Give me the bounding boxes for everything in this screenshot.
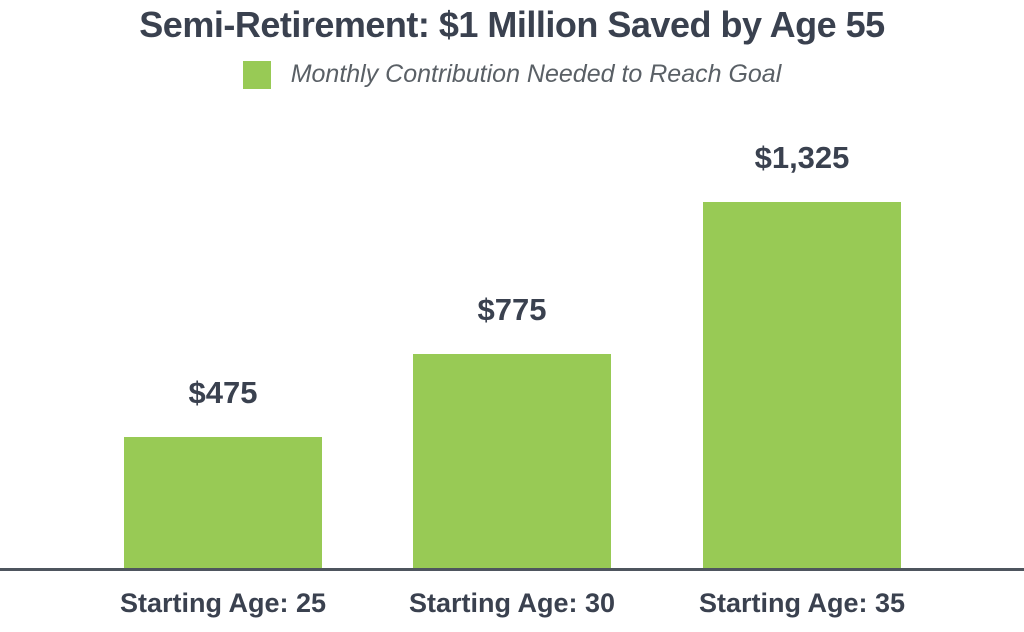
x-axis-label: Starting Age: 25 [120,588,326,619]
plot-area: $475 $775 $1,325 [124,140,901,568]
x-axis-label-value: 30 [584,588,616,618]
x-axis-label-prefix: Starting Age: [119,588,296,618]
legend: Monthly Contribution Needed to Reach Goa… [0,60,1024,89]
x-axis-label-value: 35 [874,588,906,618]
bar [413,354,611,568]
x-axis-label: Starting Age: 35 [699,588,905,619]
chart-title: Semi-Retirement: $1 Million Saved by Age… [139,4,885,45]
bar-value-label: $475 [188,375,258,410]
x-axis-label-prefix: Starting Age: [408,588,585,618]
bar-value-label: $775 [477,292,547,327]
bar [703,202,901,568]
x-axis-label-prefix: Starting Age: [698,588,875,618]
legend-swatch-icon [242,60,271,89]
bar-value-label: $1,325 [754,140,850,175]
legend-label: Monthly Contribution Needed to Reach Goa… [290,60,782,88]
x-axis-label: Starting Age: 30 [409,588,615,619]
x-axis-line [0,568,1024,571]
x-axis-label-value: 25 [295,588,327,618]
bar [124,437,322,568]
x-axis-labels: Starting Age: 25 Starting Age: 30 Starting… [0,588,1024,628]
